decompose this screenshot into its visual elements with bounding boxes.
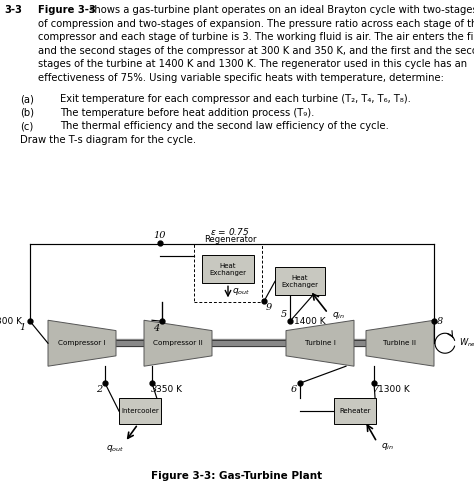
Text: $W_{net}$: $W_{net}$ bbox=[459, 337, 474, 350]
Text: Compressor II: Compressor II bbox=[153, 340, 203, 346]
Text: The temperature before heat addition process (T₉).: The temperature before heat addition pro… bbox=[60, 108, 314, 118]
Text: Turbine II: Turbine II bbox=[383, 340, 417, 346]
Text: 1400 K: 1400 K bbox=[294, 317, 326, 326]
Text: 3-3: 3-3 bbox=[4, 5, 22, 15]
Text: 300 K: 300 K bbox=[0, 317, 22, 326]
Text: $q_{out}$: $q_{out}$ bbox=[232, 286, 250, 298]
Text: compressor and each stage of turbine is 3. The working fluid is air. The air ent: compressor and each stage of turbine is … bbox=[38, 32, 474, 42]
Text: stages of the turbine at 1400 K and 1300 K. The regenerator used in this cycle h: stages of the turbine at 1400 K and 1300… bbox=[38, 59, 467, 69]
Text: 9: 9 bbox=[266, 303, 272, 312]
Text: $\varepsilon$ = 0.75: $\varepsilon$ = 0.75 bbox=[210, 226, 250, 237]
Text: 4: 4 bbox=[153, 324, 159, 333]
Polygon shape bbox=[144, 320, 212, 366]
Polygon shape bbox=[48, 320, 116, 366]
FancyBboxPatch shape bbox=[275, 267, 325, 295]
Text: Turbine I: Turbine I bbox=[305, 340, 336, 346]
Text: of compression and two-stages of expansion. The pressure ratio across each stage: of compression and two-stages of expansi… bbox=[38, 19, 474, 28]
Text: 7: 7 bbox=[373, 385, 379, 394]
FancyBboxPatch shape bbox=[334, 398, 376, 424]
Text: Figure 3-3: Figure 3-3 bbox=[38, 5, 96, 15]
Polygon shape bbox=[286, 320, 354, 366]
Text: and the second stages of the compressor at 300 K and 350 K, and the first and th: and the second stages of the compressor … bbox=[38, 46, 474, 55]
Text: The thermal efficiency and the second law efficiency of the cycle.: The thermal efficiency and the second la… bbox=[60, 121, 389, 131]
Polygon shape bbox=[366, 320, 434, 366]
Text: 350 K: 350 K bbox=[156, 385, 182, 394]
FancyBboxPatch shape bbox=[202, 255, 254, 283]
FancyBboxPatch shape bbox=[119, 398, 161, 424]
Text: (b): (b) bbox=[20, 108, 34, 118]
Text: $q_{in}$: $q_{in}$ bbox=[332, 310, 345, 321]
Text: 1300 K: 1300 K bbox=[378, 385, 410, 394]
Text: 2: 2 bbox=[96, 385, 102, 394]
Text: Compressor I: Compressor I bbox=[58, 340, 106, 346]
Text: Heat
Exchanger: Heat Exchanger bbox=[210, 263, 246, 276]
Text: Exit temperature for each compressor and each turbine (T₂, T₄, T₆, T₈).: Exit temperature for each compressor and… bbox=[60, 94, 411, 104]
Text: $q_{out}$: $q_{out}$ bbox=[106, 442, 124, 454]
Text: Figure 3-3: Gas-Turbine Plant: Figure 3-3: Gas-Turbine Plant bbox=[151, 471, 323, 481]
Text: 5: 5 bbox=[281, 310, 287, 319]
Text: (a): (a) bbox=[20, 94, 34, 104]
Text: Draw the T-s diagram for the cycle.: Draw the T-s diagram for the cycle. bbox=[20, 135, 196, 145]
Text: shows a gas-turbine plant operates on an ideal Brayton cycle with two-stages: shows a gas-turbine plant operates on an… bbox=[86, 5, 474, 15]
Text: Heat
Exchanger: Heat Exchanger bbox=[282, 275, 319, 288]
Text: 1: 1 bbox=[20, 323, 26, 332]
Text: effectiveness of 75%. Using variable specific heats with temperature, determine:: effectiveness of 75%. Using variable spe… bbox=[38, 73, 444, 82]
Text: 3: 3 bbox=[151, 385, 157, 394]
Text: $q_{in}$: $q_{in}$ bbox=[381, 440, 394, 452]
Text: Regenerator: Regenerator bbox=[204, 235, 256, 244]
Text: 6: 6 bbox=[291, 385, 297, 394]
Text: Intercooler: Intercooler bbox=[121, 408, 159, 414]
Text: Reheater: Reheater bbox=[339, 408, 371, 414]
Text: (c): (c) bbox=[20, 121, 33, 131]
Text: 8: 8 bbox=[437, 317, 443, 326]
Text: 10: 10 bbox=[154, 231, 166, 241]
